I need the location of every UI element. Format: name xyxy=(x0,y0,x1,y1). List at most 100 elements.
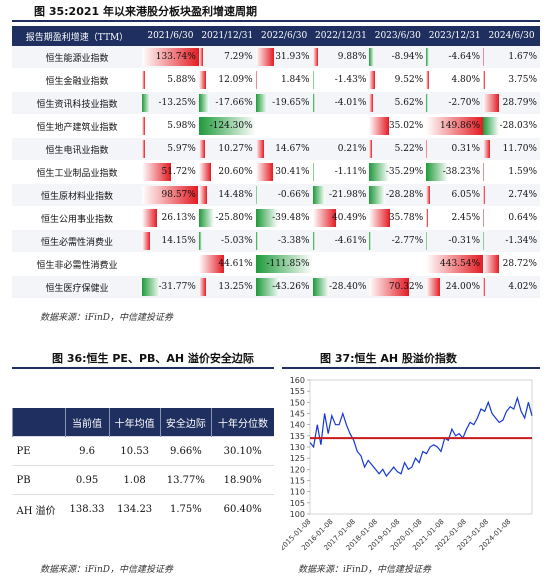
growth-cell: -124.30% xyxy=(198,114,256,138)
valuation-current: 138.33 xyxy=(65,494,110,523)
growth-value: -2.77% xyxy=(391,236,424,246)
growth-row-name: 恒生非必需性消费业 xyxy=(12,252,142,276)
positive-bar xyxy=(483,163,484,181)
growth-value: 5.62% xyxy=(394,98,424,108)
growth-cell xyxy=(312,252,370,276)
growth-row: 恒生必需性消费业 14.15% -5.03% -3.38% -4.61% -2.77% -0… xyxy=(12,229,540,253)
growth-cell: -39.48% xyxy=(255,206,313,230)
negative-bar xyxy=(426,94,428,112)
growth-value: 0.64% xyxy=(508,213,537,223)
growth-value: -0.31% xyxy=(448,236,481,246)
growth-row: 恒生原材料业指数 98.57% 14.48% -0.66% -21.98% -28.28%… xyxy=(12,183,540,207)
growth-value: -4.61% xyxy=(334,236,367,246)
negative-bar xyxy=(198,117,256,135)
growth-column-header: 2024/6/30 xyxy=(483,26,540,46)
negative-bar xyxy=(369,232,371,250)
positive-bar xyxy=(142,48,199,66)
growth-row-name: 恒生必需性消费业 xyxy=(12,229,142,253)
positive-bar xyxy=(312,48,319,66)
positive-bar xyxy=(369,94,373,112)
growth-value: 10.27% xyxy=(218,144,253,154)
ah-premium-series-line xyxy=(309,395,533,478)
growth-cell: 4.80% xyxy=(426,68,484,92)
negative-bar xyxy=(483,117,499,135)
growth-value: -111.85% xyxy=(266,259,310,269)
growth-cell: -1.11% xyxy=(312,160,370,184)
growth-cell: -13.25% xyxy=(142,91,199,115)
growth-value: -124.30% xyxy=(209,121,253,131)
growth-value: -17.66% xyxy=(215,98,253,108)
growth-value: 70.32% xyxy=(388,282,424,292)
growth-value: 9.88% xyxy=(337,52,367,62)
growth-value: 5.88% xyxy=(167,75,196,85)
growth-value: 13.25% xyxy=(218,282,253,292)
growth-cell: 5.22% xyxy=(369,137,427,161)
growth-value: 14.15% xyxy=(161,236,196,246)
growth-value: -43.26% xyxy=(272,282,310,292)
positive-bar xyxy=(369,278,410,296)
growth-value: 98.57% xyxy=(161,190,196,200)
growth-row: 恒生地产建筑业指数 5.98% -124.30% 35.02% 149.86% -28.0… xyxy=(12,114,540,138)
growth-cell xyxy=(312,114,370,138)
growth-row-name: 恒生地产建筑业指数 xyxy=(12,114,142,138)
positive-bar xyxy=(483,94,500,112)
growth-row: 恒生金融业指数 5.88% 12.09% 1.84% -1.43% 9.52% 4.80% 3… xyxy=(12,68,540,92)
positive-bar xyxy=(483,186,485,204)
figure37-source: 数据来源：iFinD，中信建投证券 xyxy=(298,565,432,575)
earnings-growth-table: 报告期盈利增速（TTM） 2021/6/30 2021/12/31 2022/6/30… xyxy=(12,26,540,299)
positive-bar xyxy=(369,117,390,135)
growth-cell: 133.74% xyxy=(142,46,199,69)
figure35-title: 图 35:2021 年以来港股分板块盈利增速周期 xyxy=(34,5,257,18)
growth-value: 149.86% xyxy=(440,121,481,131)
positive-bar xyxy=(369,209,390,227)
growth-cell: 149.86% xyxy=(426,114,484,138)
growth-value: -28.28% xyxy=(385,190,424,200)
negative-bar xyxy=(255,209,279,227)
growth-value: 51.72% xyxy=(161,167,196,177)
growth-cell: 98.57% xyxy=(142,183,199,207)
negative-bar xyxy=(312,278,329,296)
positive-bar xyxy=(483,71,486,89)
growth-cell: -35.29% xyxy=(369,160,427,184)
growth-cell: -25.80% xyxy=(198,206,256,230)
negative-bar xyxy=(312,163,314,181)
growth-value: -38.23% xyxy=(442,167,481,177)
growth-cell: 20.60% xyxy=(198,160,256,184)
figure37-title: 图 37:恒生 AH 股溢价指数 xyxy=(320,352,457,365)
growth-value: 14.48% xyxy=(218,190,253,200)
growth-cell: -4.64% xyxy=(426,46,484,69)
growth-value: -2.70% xyxy=(448,98,481,108)
positive-bar xyxy=(142,140,146,158)
growth-cell: -4.61% xyxy=(312,229,370,253)
growth-value: -21.98% xyxy=(329,190,367,200)
figure37-rule xyxy=(282,367,540,369)
valuation-current: 9.6 xyxy=(65,436,110,466)
positive-bar xyxy=(483,48,485,66)
y-tick-label: 125 xyxy=(290,454,305,463)
valuation-body: PE 9.6 10.53 9.66% 30.10% PB 0.95 1.08 13.77% 18.… xyxy=(12,436,274,523)
y-tick-label: 145 xyxy=(290,410,305,419)
growth-cell: 1.59% xyxy=(483,160,540,184)
growth-value: 26.13% xyxy=(161,213,196,223)
positive-bar xyxy=(369,71,375,89)
negative-bar xyxy=(255,278,281,296)
growth-cell: 35.02% xyxy=(369,114,427,138)
growth-corner-header: 报告期盈利增速（TTM） xyxy=(12,26,142,46)
growth-cell: -28.03% xyxy=(483,114,540,138)
y-tick-label: 155 xyxy=(290,387,305,396)
growth-cell: -5.03% xyxy=(198,229,256,253)
positive-bar xyxy=(198,186,208,204)
growth-value: -4.01% xyxy=(334,98,367,108)
growth-cell: 40.49% xyxy=(312,206,370,230)
growth-value: 1.59% xyxy=(508,167,537,177)
growth-row: 恒生能源业指数 133.74% 7.29% 31.93% 9.88% -8.94% -4.6… xyxy=(12,46,540,69)
y-tick-label: 115 xyxy=(290,477,305,486)
growth-cell: 443.54% xyxy=(426,252,484,276)
negative-bar xyxy=(198,94,209,112)
positive-bar xyxy=(255,163,273,181)
y-tick-label: 100 xyxy=(290,510,305,519)
valuation-pct: 18.90% xyxy=(211,465,274,495)
growth-value: 1.84% xyxy=(280,75,310,85)
growth-value: -19.65% xyxy=(272,98,310,108)
valuation-row: PE 9.6 10.53 9.66% 30.10% xyxy=(12,436,274,466)
